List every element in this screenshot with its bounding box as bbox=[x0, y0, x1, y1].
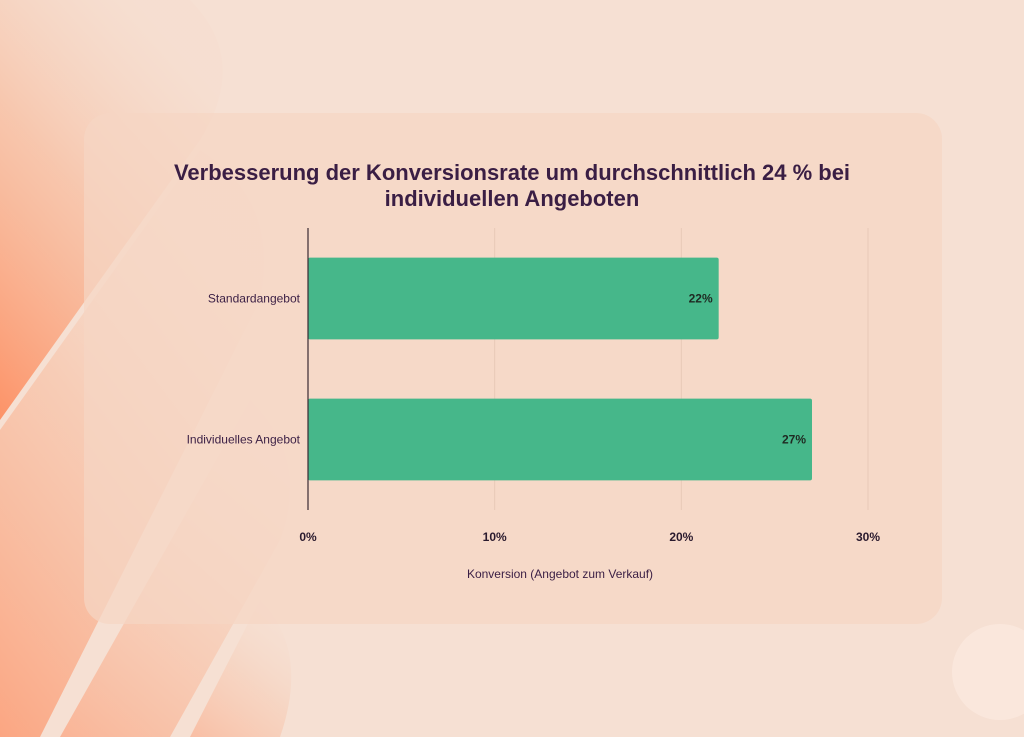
x-tick-label-30: 30% bbox=[856, 530, 880, 544]
x-tick-label-20: 20% bbox=[669, 530, 693, 544]
bars bbox=[308, 257, 812, 481]
x-tick-label-10: 10% bbox=[483, 530, 507, 544]
decor-circle bbox=[952, 624, 1024, 720]
chart-title: Verbesserung der Konversionsrate um durc… bbox=[173, 160, 851, 211]
x-axis-title: Konversion (Angebot zum Verkauf) bbox=[467, 567, 653, 581]
category-label-1: Standardangebot bbox=[208, 292, 301, 306]
value-label-1: 22% bbox=[689, 292, 713, 306]
labels: 0% 10% 20% 30% Standardangebot 22% Individuell… bbox=[187, 292, 881, 545]
decor-stripe-4 bbox=[190, 600, 292, 737]
value-label-2: 27% bbox=[782, 433, 806, 447]
category-label-2: Individuelles Angebot bbox=[187, 433, 301, 447]
bar-1 bbox=[308, 257, 719, 340]
bar-2 bbox=[308, 398, 812, 481]
chart-card bbox=[84, 113, 942, 624]
x-tick-label-0: 0% bbox=[299, 530, 317, 544]
